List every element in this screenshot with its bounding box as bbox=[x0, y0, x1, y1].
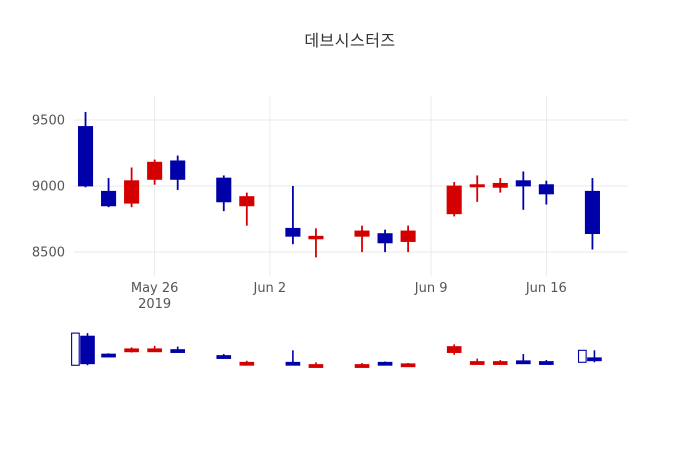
volume-candle-body bbox=[469, 361, 485, 365]
x-tick-label: Jun 2 bbox=[252, 281, 286, 296]
vertical-gridlines bbox=[154, 96, 547, 276]
candlestick bbox=[584, 178, 600, 250]
volume-candle-body bbox=[285, 361, 301, 366]
candle-body bbox=[377, 233, 393, 244]
volume-candlestick bbox=[71, 332, 95, 366]
volume-candle-body bbox=[492, 361, 508, 365]
candle-body bbox=[170, 160, 186, 180]
candlestick bbox=[101, 178, 117, 208]
volume-candle-body bbox=[170, 349, 185, 353]
volume-candle-body bbox=[354, 364, 370, 368]
candle-body bbox=[308, 235, 324, 240]
volume-candlestick-panel bbox=[71, 332, 602, 368]
volume-candlestick bbox=[577, 349, 602, 363]
candle-body bbox=[239, 196, 255, 207]
volume-candle-body bbox=[124, 348, 139, 353]
candle-body bbox=[584, 190, 600, 235]
candlestick bbox=[377, 229, 393, 253]
volume-candlestick bbox=[308, 362, 324, 368]
candle-body bbox=[285, 227, 301, 237]
volume-candlestick bbox=[354, 363, 370, 368]
volume-candlestick bbox=[539, 360, 554, 365]
candlestick bbox=[469, 175, 485, 202]
candlestick bbox=[515, 171, 531, 210]
candle-body bbox=[400, 230, 416, 242]
candlestick bbox=[308, 228, 324, 258]
candle-body bbox=[354, 230, 370, 237]
volume-candlestick bbox=[147, 345, 162, 353]
volume-candlestick bbox=[101, 353, 116, 358]
volume-candle-body bbox=[377, 361, 393, 366]
volume-candlestick bbox=[285, 350, 301, 366]
volume-candlestick bbox=[239, 360, 255, 366]
x-tick-label: Jun 16 bbox=[525, 281, 567, 296]
candle-body bbox=[538, 184, 554, 195]
volume-candle-body bbox=[539, 361, 554, 365]
x-tick-label-year: 2019 bbox=[138, 297, 171, 312]
volume-candle-body bbox=[446, 346, 462, 353]
y-axis-tick-labels: 8500 9000 9500 bbox=[32, 113, 65, 260]
price-candlestick-panel bbox=[77, 111, 600, 258]
candle-body bbox=[469, 184, 485, 188]
candlestick bbox=[538, 180, 554, 205]
candle-body bbox=[101, 190, 117, 207]
candlestick bbox=[239, 192, 255, 226]
candlestick bbox=[285, 186, 301, 245]
candle-body bbox=[147, 161, 163, 180]
x-tick-label: May 26 bbox=[131, 281, 179, 296]
candle-body bbox=[515, 180, 531, 187]
y-tick-label: 9500 bbox=[32, 113, 65, 128]
candle-body bbox=[124, 180, 140, 204]
volume-candle-body bbox=[147, 348, 162, 353]
candlestick bbox=[400, 225, 416, 253]
candlestick bbox=[354, 225, 370, 253]
volume-candlestick bbox=[400, 363, 416, 368]
volume-candle-body bbox=[308, 364, 324, 368]
candle-body bbox=[216, 177, 232, 203]
candlestick bbox=[124, 167, 140, 208]
volume-candlestick bbox=[469, 358, 485, 365]
y-tick-label: 9000 bbox=[32, 180, 65, 195]
candle-body bbox=[77, 126, 94, 187]
volume-candle-body bbox=[516, 360, 531, 365]
volume-candlestick bbox=[492, 360, 508, 365]
volume-candle-body bbox=[587, 357, 602, 362]
volume-candle-body bbox=[216, 355, 232, 359]
volume-candle-body bbox=[400, 363, 416, 368]
candlestick bbox=[170, 155, 186, 190]
candlestick bbox=[446, 182, 462, 217]
volume-candlestick bbox=[377, 361, 393, 366]
chart-title: 데브시스터즈 bbox=[304, 31, 396, 50]
volume-candle-hollow bbox=[577, 349, 587, 363]
volume-candlestick bbox=[446, 344, 462, 355]
candlestick bbox=[216, 175, 232, 212]
volume-candlestick bbox=[124, 347, 139, 353]
volume-candlestick bbox=[516, 354, 531, 365]
volume-candlestick bbox=[216, 354, 232, 359]
volume-candle-body bbox=[101, 353, 116, 358]
candlestick bbox=[147, 159, 163, 185]
candlestick bbox=[77, 111, 94, 188]
volume-candlestick bbox=[170, 346, 185, 353]
volume-candle-body bbox=[239, 361, 255, 366]
horizontal-gridlines bbox=[74, 119, 628, 253]
x-tick-label: Jun 9 bbox=[414, 281, 448, 296]
candle-body bbox=[446, 185, 462, 215]
y-tick-label: 8500 bbox=[32, 246, 65, 261]
volume-candle-body bbox=[80, 335, 95, 365]
candle-body bbox=[492, 182, 508, 188]
candlestick bbox=[492, 178, 508, 193]
volume-candle-hollow bbox=[71, 332, 80, 366]
